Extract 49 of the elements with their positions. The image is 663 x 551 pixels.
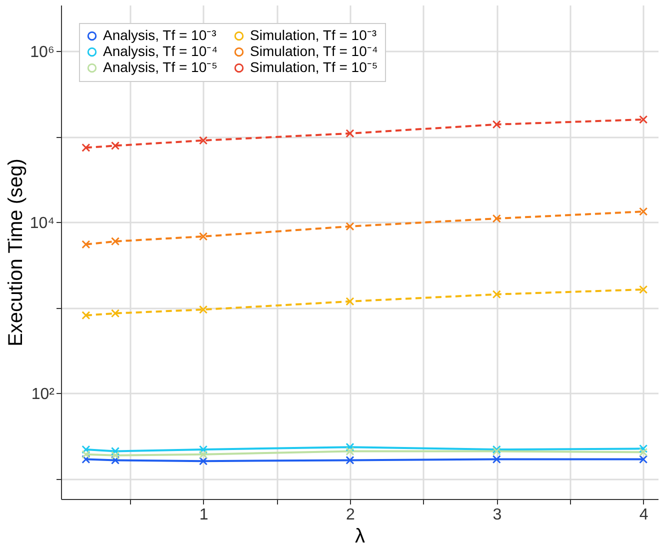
legend-label: Analysis, Tf = 10⁻⁵ [103, 59, 218, 75]
x-tick-label: 1 [199, 506, 208, 524]
point [346, 222, 354, 231]
point [639, 444, 648, 453]
point [110, 451, 120, 460]
x-axis-title: λ [355, 526, 365, 548]
point [198, 450, 208, 459]
legend-label: Analysis, Tf = 10⁻⁴ [103, 43, 218, 59]
y-tick-label: 10⁴ [30, 214, 55, 232]
y-tick-label: 10⁶ [30, 44, 54, 61]
point [110, 309, 120, 318]
point [198, 445, 208, 454]
legend-label: Simulation, Tf = 10⁻⁵ [250, 59, 378, 75]
point [110, 456, 120, 464]
point [492, 120, 501, 129]
point [346, 129, 354, 138]
x-tick-label: 2 [346, 506, 356, 524]
point [639, 207, 648, 216]
point [198, 456, 208, 466]
legend-label: Analysis, Tf = 10⁻³ [103, 27, 217, 43]
point [639, 285, 648, 294]
y-tick-label: 10² [31, 386, 56, 403]
point [82, 450, 90, 459]
point [492, 214, 501, 223]
point [82, 445, 90, 454]
point [639, 115, 648, 124]
point [346, 456, 354, 464]
point [346, 442, 354, 452]
point [346, 297, 354, 306]
point [82, 455, 90, 464]
point [198, 136, 208, 145]
point [639, 455, 648, 464]
point [110, 237, 120, 246]
x-tick-label: 3 [492, 506, 502, 524]
legend-label: Simulation, Tf = 10⁻⁴ [250, 43, 378, 59]
point [198, 232, 208, 241]
point [198, 305, 208, 314]
point [346, 446, 354, 456]
point [639, 448, 648, 456]
point [82, 240, 90, 249]
point [110, 446, 120, 456]
x-tick-label: 4 [639, 506, 648, 524]
y-axis-title: Execution Time (seg) [4, 158, 27, 346]
point [82, 311, 90, 320]
point [492, 290, 501, 299]
point [82, 143, 90, 152]
legend-label: Simulation, Tf = 10⁻³ [250, 27, 377, 43]
point [492, 455, 501, 464]
point [110, 141, 120, 150]
